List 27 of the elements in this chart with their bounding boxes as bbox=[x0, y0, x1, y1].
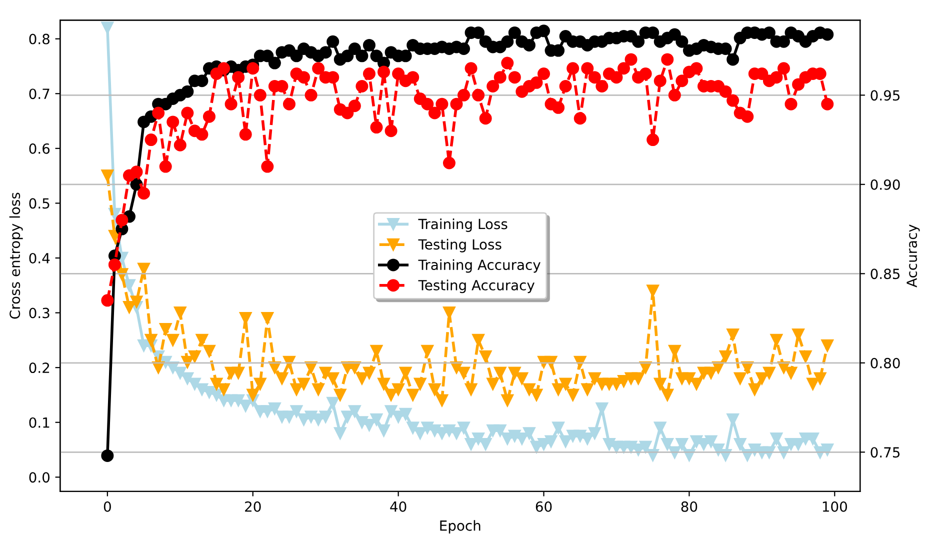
y-tick-label: 0.1 bbox=[29, 417, 50, 428]
x-tick-label: 0 bbox=[104, 501, 111, 512]
x-tick-label: 80 bbox=[681, 501, 698, 512]
y-tick-label: 0.3 bbox=[29, 308, 50, 318]
y-tick-label: 0.4 bbox=[29, 252, 50, 264]
y2-tick-label: 0.95 bbox=[870, 90, 900, 101]
y-tick-label: 0.8 bbox=[29, 34, 50, 44]
y2-tick-label: 0.85 bbox=[870, 268, 900, 280]
x-tick-label: 20 bbox=[245, 501, 261, 512]
y2-tick-label: 0.75 bbox=[870, 447, 900, 458]
y2-tick-label: 0.80 bbox=[870, 358, 900, 368]
legend-label: Testing Loss bbox=[418, 238, 502, 252]
y-tick-label: 0.6 bbox=[29, 143, 50, 154]
y-tick-label: 0.5 bbox=[29, 198, 50, 209]
y-tick-label: 0.7 bbox=[29, 88, 50, 100]
y2-axis-title: Accuracy bbox=[906, 224, 920, 288]
y-axis-title: Cross entropy loss bbox=[9, 192, 23, 319]
legend-label: Training Accuracy bbox=[418, 259, 540, 273]
y2-tick-label: 0.90 bbox=[870, 179, 900, 190]
legend-label: Training Loss bbox=[418, 218, 508, 232]
y-tick-label: 0.2 bbox=[29, 362, 50, 374]
legend-label: Testing Accuracy bbox=[418, 280, 535, 294]
x-tick-label: 40 bbox=[390, 501, 406, 512]
x-tick-label: 100 bbox=[822, 501, 847, 512]
y-tick-label: 0.0 bbox=[29, 472, 50, 483]
x-tick-label: 60 bbox=[536, 501, 552, 512]
x-axis-title: Epoch bbox=[440, 520, 480, 534]
